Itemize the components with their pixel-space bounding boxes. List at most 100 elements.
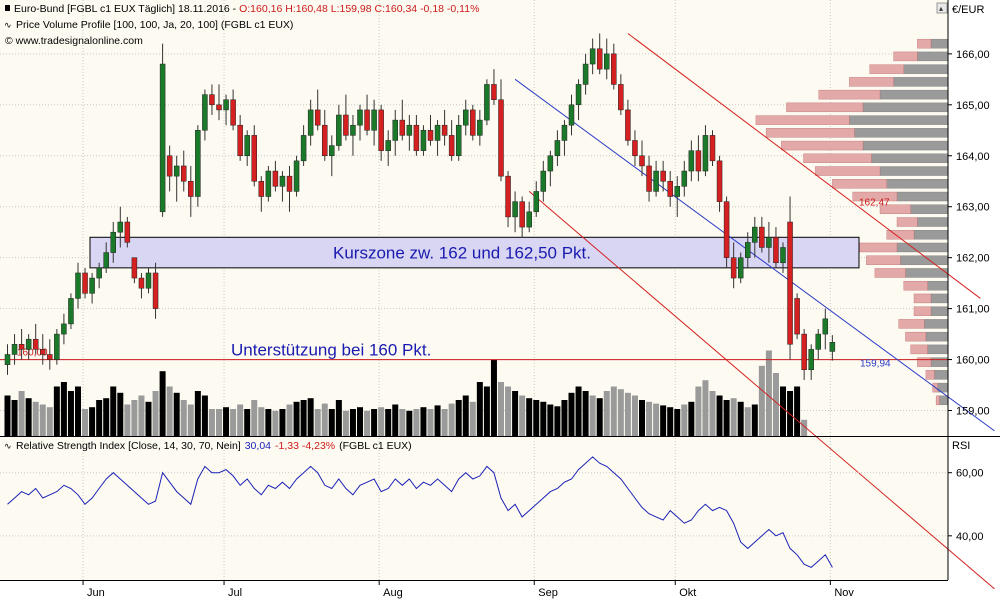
candle-down [505, 175, 511, 218]
candle-down [322, 124, 328, 157]
volume-profile-bar-up [849, 115, 949, 125]
volume-profile-bar-up [930, 293, 949, 304]
volume-bar [307, 398, 314, 436]
volume-bar [96, 400, 103, 436]
volume-bar [124, 404, 131, 436]
volume-profile-bar-down [874, 268, 906, 278]
candle-down [216, 104, 222, 111]
candle-up [96, 267, 102, 279]
candle-down [258, 180, 265, 197]
volume-profile-bar-down [886, 230, 915, 240]
volume-bar [293, 401, 300, 436]
volume-profile-bar-down [910, 344, 928, 355]
candlesticks [4, 33, 836, 380]
candle-down [470, 109, 476, 136]
candle-up [244, 135, 250, 157]
volume-profile-bar-down [898, 319, 925, 329]
candle-down [794, 298, 800, 335]
candle-down [618, 84, 624, 111]
candle-up [307, 109, 314, 136]
rsi-gridlines [0, 472, 948, 537]
volume-bar [117, 392, 124, 436]
volume-bar [780, 386, 786, 436]
candle-down [723, 201, 730, 258]
volume-bar [681, 404, 688, 436]
time-tick-label: Aug [383, 587, 403, 599]
candle-up [300, 135, 307, 162]
volume-profile-bar-up [927, 280, 949, 291]
candle-down [427, 130, 434, 141]
volume-bar [46, 407, 53, 436]
volume-bar [603, 391, 610, 436]
volume-bar [399, 409, 406, 436]
rsi-axis-label: RSI [952, 440, 970, 452]
candle-down [47, 354, 53, 360]
candle-up [604, 53, 610, 70]
candle-up [173, 165, 180, 177]
candle-down [596, 48, 603, 70]
candle-up [117, 221, 124, 233]
candle-up [293, 160, 300, 192]
candle-down [448, 135, 455, 157]
volume-bar [639, 400, 645, 436]
candle-up [336, 114, 342, 146]
rsi-change: -1,33 -4,23% [275, 440, 335, 452]
volume-bar [223, 407, 230, 436]
channel-lower-line [528, 191, 995, 590]
profile-wave-icon: ∿ [4, 20, 12, 30]
price-tick-label: 164,00 [956, 151, 990, 163]
candle-down [716, 160, 723, 202]
rsi-title-label: Relative Strength Index [Close, 14, 30, … [16, 440, 241, 452]
rsi-tick-labels: 40,00 60,00 [948, 468, 984, 543]
volume-bar [208, 409, 215, 436]
candle-down [18, 344, 25, 350]
candle-up [68, 298, 74, 325]
volume-bar [152, 391, 159, 436]
volume-bar [667, 407, 674, 436]
candle-down [314, 109, 321, 126]
volume-bar [25, 398, 32, 436]
volume-profile-bar-up [927, 344, 949, 355]
scroll-up-button[interactable] [936, 2, 948, 14]
volume-profile [755, 38, 949, 406]
volume-bar [300, 400, 307, 436]
volume-bar [434, 405, 441, 436]
volume-bar [342, 410, 349, 436]
volume-bar [138, 395, 145, 436]
rsi-source: (FGBL c1 EUX) [339, 440, 412, 452]
candle-up [822, 318, 829, 335]
candle-down [209, 94, 215, 106]
volume-bar [596, 398, 603, 436]
volume-bar [230, 409, 237, 436]
volume-bar [730, 398, 737, 436]
volume-bar [145, 401, 152, 436]
volume-bar [194, 391, 201, 436]
volume-bar [716, 395, 723, 436]
volume-profile-bar-down [852, 191, 898, 202]
candle-up [61, 323, 67, 335]
volume-profile-bar-up [930, 357, 949, 367]
volume-bar [173, 392, 180, 436]
candle-down [237, 124, 243, 157]
candle-up [653, 170, 659, 192]
candle-down [181, 165, 187, 182]
instrument-title: Euro-Bund [FGBL c1 EUX Täglich] 18.11.20… [14, 3, 479, 15]
candle-up [561, 124, 568, 141]
candle-up [406, 124, 413, 136]
volume-bar [702, 380, 709, 436]
candle-down [639, 155, 645, 167]
candle-down [82, 272, 88, 294]
time-tick-label: Sep [538, 587, 558, 599]
volume-bar [519, 395, 526, 436]
volume-bar [589, 395, 596, 436]
candle-up [223, 99, 229, 111]
volume-profile-bar-up [924, 319, 949, 329]
candle-down [138, 277, 145, 289]
volume-bar [617, 389, 624, 436]
last-price-label: 159,94 [860, 359, 891, 370]
volume-bar [582, 391, 589, 436]
candle-up [329, 145, 335, 157]
volume-profile-bar-down [866, 255, 901, 265]
volume-bar [244, 409, 251, 436]
